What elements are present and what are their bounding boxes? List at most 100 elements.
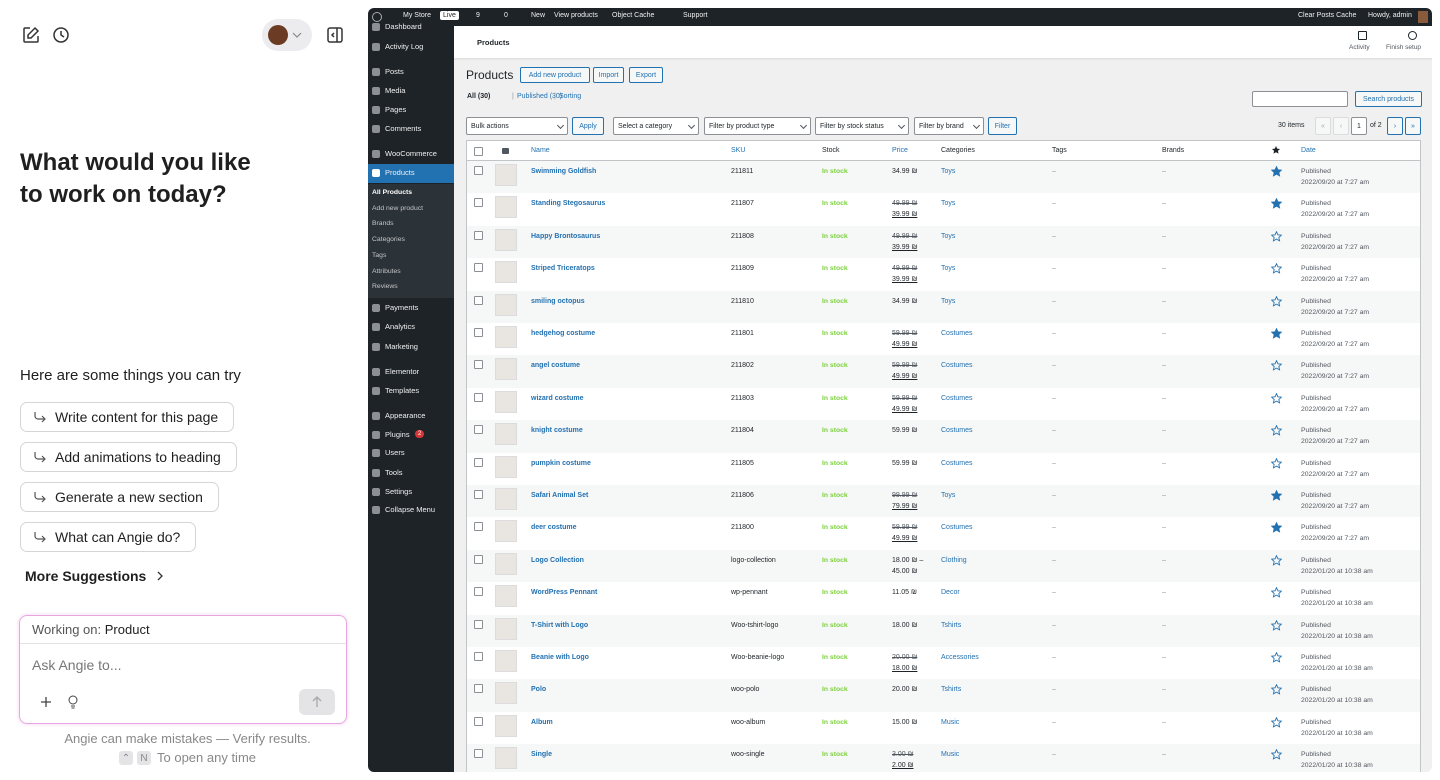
admin-bar-item[interactable]: My Store bbox=[403, 12, 432, 19]
search-input[interactable] bbox=[1252, 91, 1348, 107]
product-name[interactable]: T-Shirt with Logo bbox=[531, 621, 589, 629]
category[interactable]: Costumes bbox=[941, 394, 973, 402]
featured-star[interactable] bbox=[1270, 392, 1283, 404]
finish-setup-icon[interactable] bbox=[1408, 31, 1417, 40]
view-link[interactable]: Published (30) bbox=[517, 93, 563, 100]
category[interactable]: Costumes bbox=[941, 330, 973, 337]
idea-icon[interactable] bbox=[67, 695, 79, 709]
category[interactable]: Toys bbox=[941, 492, 956, 499]
menu-item[interactable]: Appearance bbox=[385, 411, 426, 420]
submenu-item[interactable]: All Products bbox=[372, 189, 413, 196]
product-name[interactable]: Polo bbox=[531, 686, 547, 694]
dropdown[interactable]: Bulk actions bbox=[466, 117, 568, 135]
checkbox[interactable] bbox=[474, 490, 483, 499]
more-suggestions[interactable]: More Suggestions bbox=[25, 568, 164, 584]
checkbox[interactable] bbox=[474, 295, 483, 305]
featured-star[interactable] bbox=[1270, 424, 1283, 436]
menu-item[interactable]: Activity Log bbox=[385, 42, 424, 51]
checkbox[interactable] bbox=[474, 147, 483, 156]
admin-bar-item[interactable]: View products bbox=[554, 12, 598, 19]
category[interactable]: Toys bbox=[941, 297, 956, 305]
checkbox[interactable] bbox=[474, 457, 483, 467]
category[interactable]: Costumes bbox=[941, 362, 973, 370]
submenu-item[interactable]: Reviews bbox=[372, 283, 398, 291]
column-header[interactable]: Date bbox=[1301, 147, 1316, 154]
featured-star[interactable] bbox=[1270, 262, 1283, 274]
checkbox[interactable] bbox=[474, 749, 483, 759]
page-button[interactable]: Import bbox=[593, 67, 624, 83]
menu-item[interactable]: Settings bbox=[385, 487, 413, 496]
menu-item[interactable]: Posts bbox=[385, 67, 404, 76]
column-header[interactable]: Price bbox=[892, 147, 908, 154]
product-name[interactable]: Happy Brontosaurus bbox=[531, 232, 601, 240]
product-name[interactable]: angel costume bbox=[531, 362, 581, 370]
featured-star[interactable] bbox=[1270, 619, 1283, 631]
finish-setup[interactable]: Finish setup bbox=[1386, 44, 1422, 51]
category[interactable]: Accessories bbox=[941, 654, 979, 661]
featured-star[interactable] bbox=[1270, 489, 1283, 501]
checkbox[interactable] bbox=[474, 360, 483, 370]
featured-star[interactable] bbox=[1270, 457, 1283, 469]
product-name[interactable]: Single bbox=[531, 751, 553, 759]
category[interactable]: Costumes bbox=[941, 427, 973, 435]
filter-button[interactable]: Apply bbox=[572, 117, 604, 135]
featured-star[interactable] bbox=[1270, 651, 1283, 663]
product-name[interactable]: Swimming Goldfish bbox=[531, 168, 597, 175]
menu-item[interactable]: Templates bbox=[385, 386, 420, 395]
featured-star[interactable] bbox=[1270, 716, 1283, 728]
menu-item[interactable]: Pages bbox=[385, 105, 407, 114]
menu-item[interactable]: Users bbox=[385, 448, 405, 457]
submenu-item[interactable]: Add new product bbox=[372, 204, 424, 212]
featured-star[interactable] bbox=[1270, 586, 1283, 598]
featured-star[interactable] bbox=[1270, 230, 1283, 242]
menu-item[interactable]: Comments bbox=[385, 124, 422, 133]
view-link[interactable]: Sorting bbox=[559, 93, 582, 100]
suggestion-button[interactable]: Write content for this page bbox=[20, 402, 235, 432]
history-icon[interactable] bbox=[52, 26, 70, 44]
menu-item[interactable]: Tools bbox=[385, 468, 403, 477]
menu-item[interactable]: Analytics bbox=[385, 322, 416, 331]
page-button[interactable]: Add new product bbox=[520, 67, 590, 83]
product-name[interactable]: hedgehog costume bbox=[531, 330, 596, 337]
menu-item[interactable]: WooCommerce bbox=[385, 149, 437, 158]
send-button[interactable] bbox=[299, 689, 335, 715]
category[interactable]: Music bbox=[941, 751, 960, 759]
avatar-button[interactable] bbox=[262, 19, 312, 51]
category[interactable]: Music bbox=[941, 718, 960, 726]
category[interactable]: Tshirts bbox=[941, 621, 962, 629]
product-name[interactable]: pumpkin costume bbox=[531, 459, 591, 467]
checkbox[interactable] bbox=[474, 328, 483, 337]
featured-star[interactable] bbox=[1270, 554, 1283, 566]
menu-item[interactable]: Marketing bbox=[385, 342, 418, 351]
checkbox[interactable] bbox=[474, 716, 483, 726]
submenu-item[interactable]: Brands bbox=[372, 220, 394, 228]
dropdown[interactable]: Select a category bbox=[613, 117, 699, 135]
prompt-input[interactable]: Ask Angie to... bbox=[32, 657, 122, 673]
menu-item[interactable]: Dashboard bbox=[385, 22, 422, 31]
menu-item[interactable]: Elementor bbox=[385, 367, 420, 376]
checkbox[interactable] bbox=[474, 198, 483, 208]
submenu-item[interactable]: Categories bbox=[372, 236, 405, 244]
checkbox[interactable] bbox=[474, 554, 483, 564]
category[interactable]: Toys bbox=[941, 200, 956, 208]
admin-bar-item[interactable]: Object Cache bbox=[612, 12, 655, 19]
featured-star[interactable] bbox=[1270, 748, 1283, 760]
product-name[interactable]: Safari Animal Set bbox=[531, 492, 589, 499]
page-button[interactable]: Export bbox=[629, 67, 663, 83]
product-name[interactable]: smiling octopus bbox=[531, 297, 585, 305]
product-name[interactable]: wizard costume bbox=[531, 394, 584, 402]
new-chat-icon[interactable] bbox=[22, 26, 40, 44]
product-name[interactable]: Standing Stegosaurus bbox=[531, 200, 606, 208]
product-name[interactable]: Logo Collection bbox=[531, 556, 584, 564]
admin-bar-item[interactable]: 0 bbox=[504, 12, 508, 19]
product-name[interactable]: knight costume bbox=[531, 427, 583, 435]
checkbox[interactable] bbox=[474, 619, 483, 629]
category[interactable]: Toys bbox=[941, 232, 956, 240]
collapse-icon[interactable] bbox=[326, 26, 344, 44]
admin-bar-item[interactable]: 9 bbox=[476, 12, 480, 19]
suggestion-button[interactable]: Generate a new section bbox=[20, 482, 219, 512]
checkbox[interactable] bbox=[474, 587, 483, 597]
featured-star[interactable] bbox=[1270, 295, 1283, 307]
admin-bar-item[interactable]: Clear Posts Cache bbox=[1298, 12, 1357, 19]
featured-star[interactable] bbox=[1270, 359, 1283, 372]
